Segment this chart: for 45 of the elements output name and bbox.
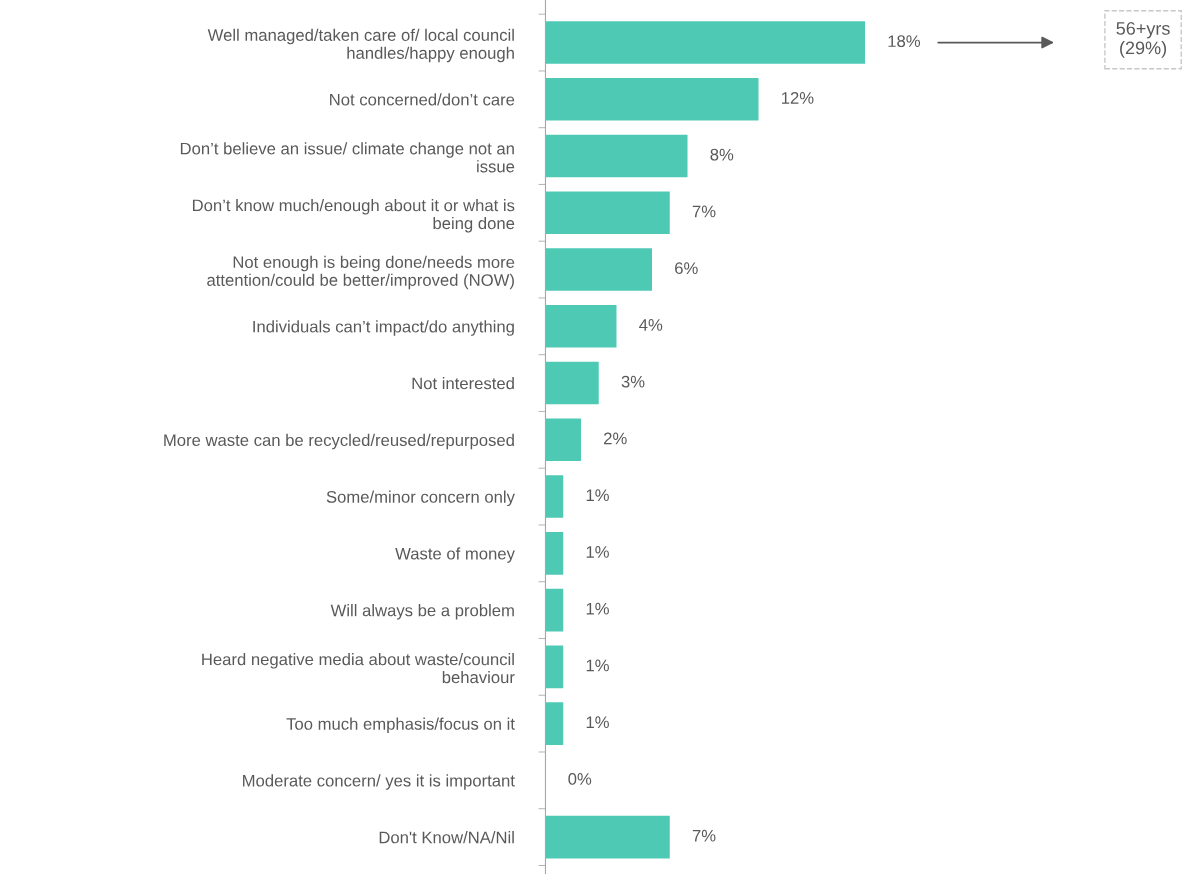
y-tick-label: More waste can be recycled/reused/repurposed [164, 433, 514, 450]
data-label: 12% [782, 91, 814, 104]
bar [545, 78, 759, 121]
bar [545, 418, 581, 462]
data-label: 8% [710, 148, 734, 161]
bar [545, 588, 564, 632]
data-label: 1% [586, 716, 609, 729]
y-tick-label: Some/minor concern only [326, 490, 515, 507]
bar [545, 361, 599, 405]
y-tick-label: Don’t know much/enough about it or what is being done [192, 199, 515, 233]
y-tick-label: Waste of money [395, 547, 515, 563]
data-label: 1% [586, 602, 609, 615]
text: 56+yrs (29%) [1116, 22, 1170, 58]
y-tick-label: Not concerned/don’t care [330, 93, 515, 106]
bar [545, 21, 866, 64]
y-tick-label: Will always be a problem [330, 604, 514, 620]
y-tick-label: Not interested [412, 377, 514, 390]
y-tick-label: Don’t believe an issue/ climate change not an issue [180, 142, 515, 173]
bar [545, 702, 564, 745]
data-label: 1% [586, 659, 609, 672]
y-tick-label: Not enough is being done/needs more attention/could be better/improved (NOW) [207, 255, 515, 290]
data-label: 3% [621, 375, 645, 388]
data-label: 7% [692, 829, 716, 842]
bar [545, 645, 564, 689]
y-tick-label: Heard negative media about waste/council behaviour [202, 653, 515, 684]
data-label: 18% [888, 35, 921, 48]
data-label: 4% [639, 319, 663, 331]
y-tick-label: Moderate concern/ yes it is important [243, 774, 515, 790]
y-tick-label: Too much emphasis/focus on it [286, 717, 515, 734]
bar [545, 191, 670, 235]
y-tick-label: Individuals can’t impact/do anything [253, 320, 514, 336]
data-label: 2% [604, 432, 627, 445]
data-label: 7% [692, 205, 716, 218]
data-label: 1% [586, 489, 609, 501]
y-tick-label: Don't Know/NA/Nil [379, 831, 514, 844]
bar [545, 475, 564, 518]
bar [545, 248, 652, 291]
bar [545, 305, 617, 348]
y-tick-label: Well managed/taken care of/ local council handles/happy enough [207, 28, 514, 63]
data-label: 0% [568, 773, 592, 785]
bar [545, 134, 688, 178]
data-label: 1% [586, 546, 609, 558]
data-label: 6% [675, 262, 698, 275]
bar [545, 532, 564, 575]
bar [545, 815, 670, 859]
